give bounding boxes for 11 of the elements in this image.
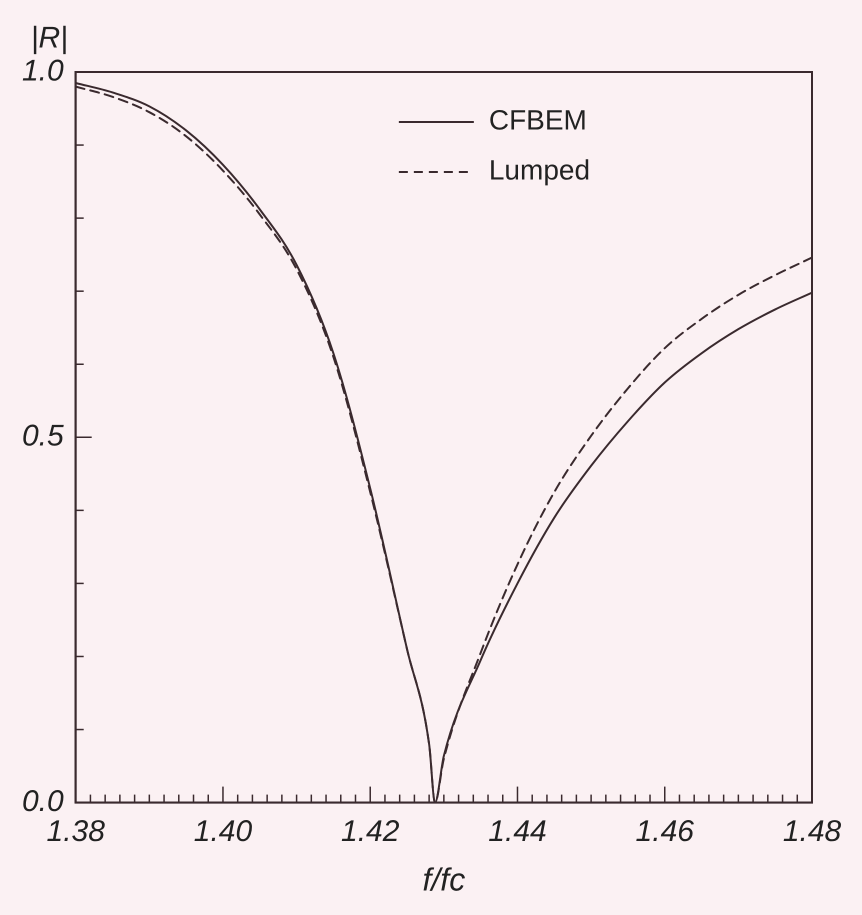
y-axis-title: |R| — [30, 21, 68, 54]
x-tick-label: 1.40 — [194, 814, 252, 848]
x-tick-label: 1.48 — [782, 814, 842, 848]
x-tick-label: 1.42 — [341, 814, 400, 848]
x-tick-label: 1.46 — [636, 814, 694, 848]
legend-label: CFBEM — [488, 104, 587, 136]
x-axis-title: f/fc — [422, 862, 466, 898]
x-tick-label: 1.44 — [488, 814, 547, 848]
legend-label: Lumped — [488, 154, 590, 186]
y-tick-label: 1.0 — [22, 54, 64, 88]
y-tick-label: 0.5 — [22, 420, 64, 453]
